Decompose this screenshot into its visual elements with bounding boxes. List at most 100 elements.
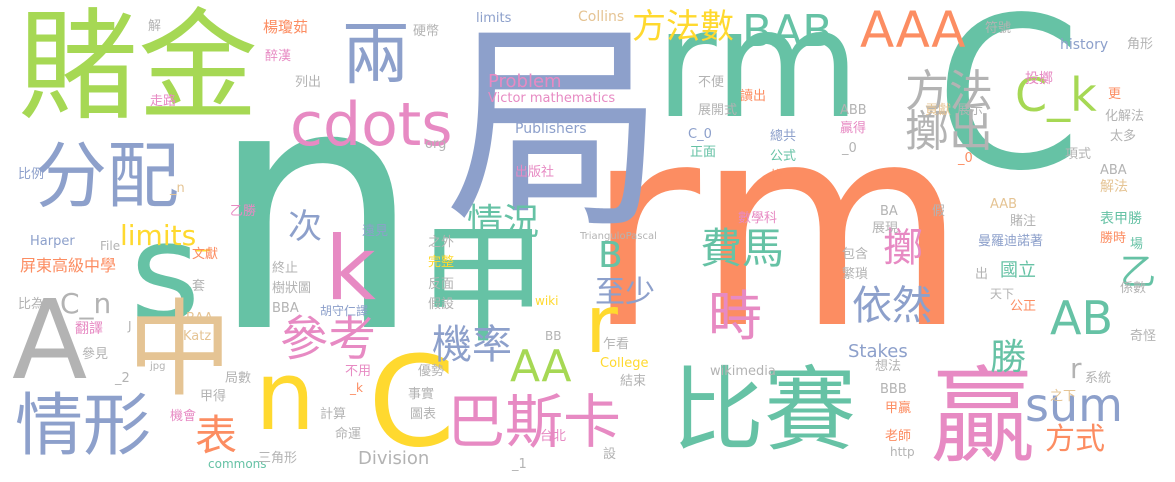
word: r xyxy=(1070,352,1082,385)
word: 甲得 xyxy=(200,389,227,404)
word: 局數 xyxy=(225,371,252,386)
word: BBB xyxy=(880,382,907,397)
word: 太多 xyxy=(1110,129,1137,144)
word: 曼羅迪諾著 xyxy=(978,234,1044,249)
word: College xyxy=(600,356,649,371)
word: 遠見 xyxy=(362,224,389,239)
word: 兩 xyxy=(342,16,411,95)
word: 費馬 xyxy=(700,224,785,273)
word: r xyxy=(585,278,618,371)
word: 參見 xyxy=(82,347,109,362)
word: 更 xyxy=(1108,87,1122,102)
word: 想法 xyxy=(875,359,902,374)
word: 依然 xyxy=(852,283,932,329)
word: BAB xyxy=(742,6,833,57)
word: 楊瓊茹 xyxy=(263,18,309,36)
word: 系統 xyxy=(1085,371,1112,386)
word: 老師 xyxy=(885,429,912,444)
word: cdots xyxy=(290,90,453,160)
word: 公式 xyxy=(770,149,797,164)
word: _0 xyxy=(842,141,857,156)
word: _n xyxy=(170,181,185,196)
word: 反面 xyxy=(428,277,455,292)
word: Division xyxy=(358,448,430,469)
word: C xyxy=(935,0,1082,217)
word: 總共 xyxy=(770,129,797,144)
word: _2 xyxy=(115,371,130,386)
word: 擲 xyxy=(883,225,923,271)
word: AA xyxy=(510,341,572,392)
word: 假 xyxy=(932,204,946,219)
word: 乙 xyxy=(1120,252,1157,293)
word: history xyxy=(1060,37,1109,53)
word: Stakes xyxy=(848,341,908,362)
word: 計算 xyxy=(320,407,347,422)
word: 比為 xyxy=(18,297,45,312)
word: 方法數 xyxy=(632,7,734,47)
word: 巴斯卡 xyxy=(447,388,622,456)
word: 事實 xyxy=(408,387,435,402)
word: _1 xyxy=(512,457,527,472)
word: BB xyxy=(545,329,562,343)
word: 完整 xyxy=(428,255,455,270)
word: 終止 xyxy=(272,261,299,276)
word: 勝時 xyxy=(1100,231,1127,246)
word: 出版社 xyxy=(515,165,555,180)
word: 至少 xyxy=(595,275,655,310)
word: AAB xyxy=(990,197,1018,212)
word: _0 xyxy=(958,151,973,166)
word: 乍看 xyxy=(603,337,630,352)
word: 奇怪 xyxy=(1130,329,1157,344)
word: 情況 xyxy=(467,202,540,243)
word: 之外 xyxy=(428,235,455,250)
word: AAA xyxy=(860,1,966,59)
word: 場 xyxy=(1130,237,1144,252)
word: File xyxy=(100,239,121,253)
word: http xyxy=(890,445,915,459)
word: 優勢 xyxy=(418,364,445,379)
word: Publishers xyxy=(515,121,587,137)
word: 硬幣 xyxy=(413,24,440,39)
word: 甲 xyxy=(418,209,549,361)
word: n xyxy=(208,12,424,408)
word: 出 xyxy=(975,267,989,282)
word: 套 xyxy=(192,279,206,294)
word: 包含 xyxy=(842,247,869,262)
word: 次 xyxy=(288,207,322,247)
word: _k xyxy=(350,381,363,395)
word: Harper xyxy=(30,234,75,249)
word: 投擲 xyxy=(1025,71,1053,87)
word: 表甲勝 xyxy=(1100,211,1142,227)
word: 貢獻 xyxy=(925,103,952,118)
word: 勝 xyxy=(990,337,1027,378)
word: 台北 xyxy=(540,429,567,444)
word: 展示 xyxy=(957,103,984,118)
word: TrianguloPascal xyxy=(580,231,657,242)
word: 胡守仁譯 xyxy=(320,304,369,318)
word: 不用 xyxy=(345,364,372,379)
word: 方式 xyxy=(1045,422,1105,457)
word: Victor mathematics xyxy=(488,91,616,106)
word: BBA xyxy=(272,301,299,316)
word: B xyxy=(598,235,623,276)
word: C_n xyxy=(60,287,112,320)
word: 列出 xyxy=(295,75,322,90)
word: n xyxy=(255,342,316,452)
word: 國立 xyxy=(1000,260,1036,281)
word: Collins xyxy=(578,9,625,25)
word: 比例 xyxy=(18,167,45,182)
word: 項式 xyxy=(1065,147,1092,162)
word: 解 xyxy=(148,19,162,34)
word: 化解法 xyxy=(1105,109,1145,124)
word: 情形 xyxy=(15,387,152,466)
word: 機會 xyxy=(170,409,197,424)
word: 之下 xyxy=(1050,389,1077,404)
word: ABB xyxy=(840,103,867,118)
word: 假設 xyxy=(428,297,455,312)
word: 公正 xyxy=(1010,299,1037,314)
word: 表 xyxy=(195,411,238,460)
word: 屏東高級中學 xyxy=(20,256,117,275)
word: 展現 xyxy=(872,221,899,236)
word: 符號 xyxy=(985,21,1012,36)
